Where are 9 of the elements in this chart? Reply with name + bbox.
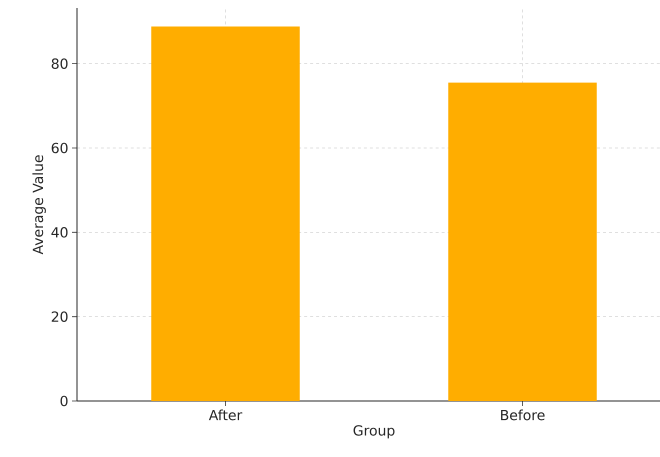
y-tick-label: 60: [52, 142, 68, 154]
x-axis-title: Group: [354, 425, 394, 438]
y-axis-title: Average Value: [32, 155, 46, 254]
y-tick-label: 0: [60, 396, 68, 406]
y-tick-label: 40: [51, 227, 68, 238]
x-tick-label: Before: [501, 410, 545, 420]
y-tick-label: 80: [52, 58, 68, 69]
x-tick-label: After: [208, 410, 242, 420]
y-tick-label: 20: [52, 311, 68, 322]
